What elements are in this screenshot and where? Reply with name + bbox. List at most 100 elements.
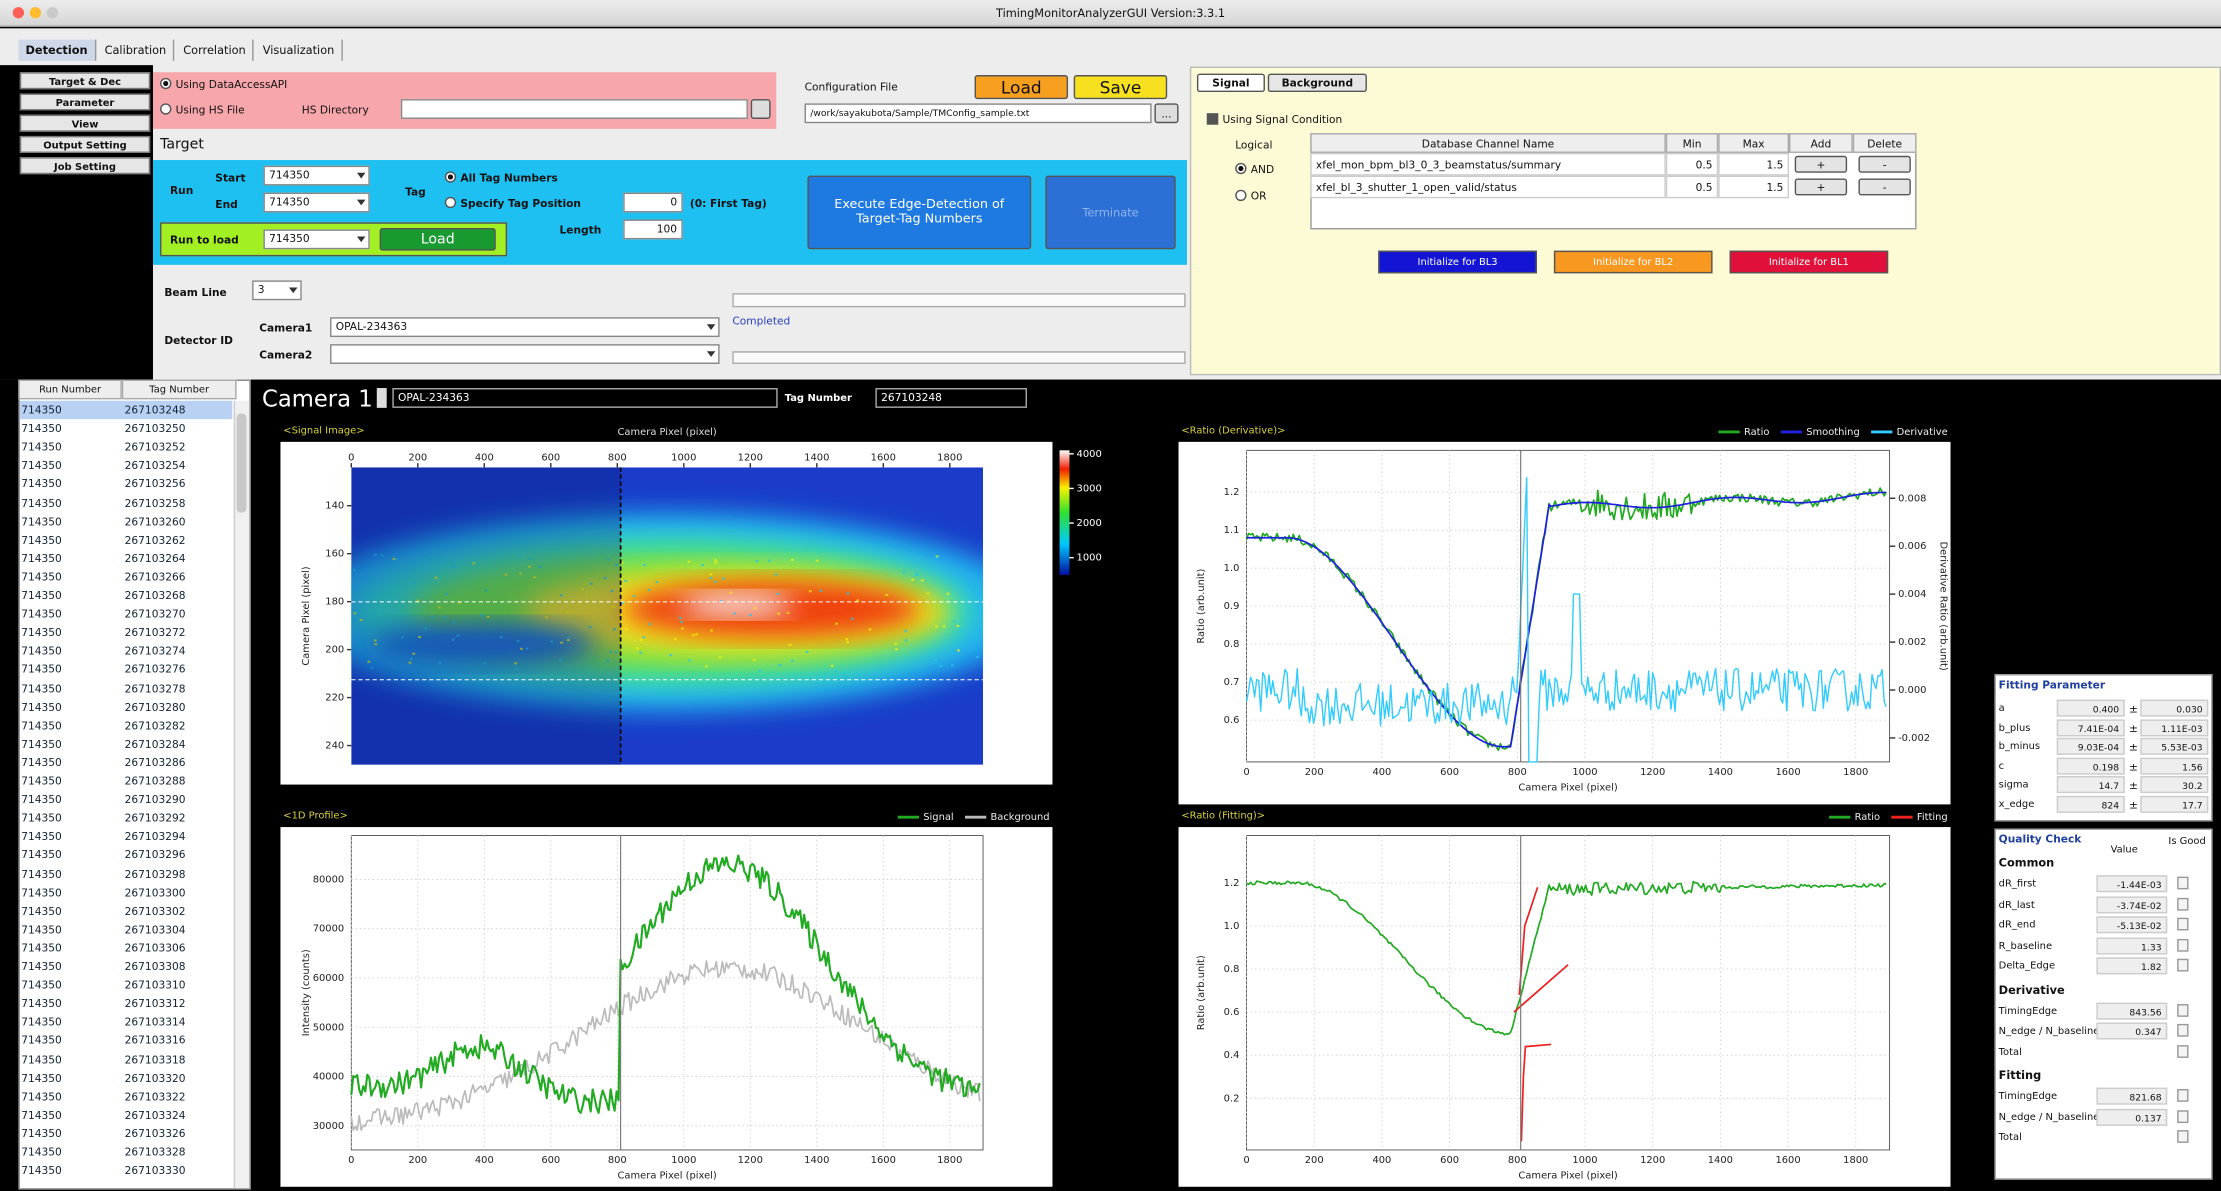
- heat-noise: [679, 617, 682, 619]
- x-tick-label: 1000: [1572, 767, 1597, 778]
- x-tick-label: 800: [608, 1155, 627, 1166]
- param-error: 1.11E-03: [2140, 719, 2208, 736]
- legend-label: Ratio: [1855, 812, 1880, 823]
- y-axis-label: Ratio (arb.unit): [1196, 568, 1207, 643]
- legend-label: Signal: [923, 812, 953, 823]
- y-tick-label: 1.0: [1224, 921, 1240, 932]
- y-tick-label: 1.2: [1224, 487, 1240, 498]
- heat-noise: [636, 647, 639, 649]
- x-tick-label: 600: [541, 452, 560, 463]
- body: TimingMonitorAnalyzerGUI Version:3.3.1 D…: [0, 0, 2221, 1191]
- check-value: -3.74E-02: [2096, 896, 2167, 913]
- param-sign: ±: [2129, 722, 2138, 735]
- y-tick-label: 40000: [313, 1072, 345, 1083]
- heat-noise: [624, 580, 627, 582]
- heat-noise: [789, 644, 792, 646]
- param-error: 1.56: [2140, 757, 2208, 774]
- param-name: b_plus: [1999, 722, 2031, 733]
- is-good-box[interactable]: [2177, 1089, 2188, 1102]
- heat-noise: [692, 634, 695, 636]
- heat-noise: [806, 651, 809, 653]
- section-title: Derivative: [1999, 984, 2065, 997]
- x-tick-label: 200: [1305, 1155, 1324, 1166]
- param-value: 9.03E-04: [2057, 738, 2125, 755]
- y-tick-label: 1.1: [1224, 525, 1240, 536]
- y-tick-label: 0.6: [1224, 1007, 1240, 1018]
- heat-noise: [754, 607, 757, 609]
- is-good-box[interactable]: [2177, 1130, 2188, 1143]
- x-tick-label: 1600: [871, 452, 896, 463]
- heat-noise: [943, 625, 946, 627]
- x-axis-label: Camera Pixel (pixel): [1518, 782, 1617, 793]
- plot-panel: [1179, 442, 1951, 805]
- is-good-box[interactable]: [2177, 1024, 2188, 1037]
- heat-noise: [953, 620, 956, 622]
- plot-layer: <Signal Image> Camera Pixel (pixel) 1000 20…: [0, 0, 2221, 1191]
- plot-title: <Signal Image>: [283, 426, 364, 437]
- colorbar-label: 3000: [1077, 483, 1102, 494]
- y-tick-label: 240: [325, 741, 344, 752]
- column-header: Is Good: [2167, 836, 2207, 847]
- x-tick-label: 400: [1372, 767, 1391, 778]
- heat-noise: [791, 660, 794, 662]
- heat-noise: [695, 633, 698, 635]
- heat-noise: [714, 562, 717, 564]
- heat-noise: [787, 612, 790, 614]
- heat-noise: [776, 593, 779, 595]
- check-value: 1.33: [2096, 937, 2167, 954]
- is-good-box[interactable]: [2177, 1110, 2188, 1123]
- is-good-box[interactable]: [2177, 877, 2188, 890]
- heat-noise: [927, 593, 930, 595]
- heat-blob: [680, 593, 793, 616]
- heat-noise: [835, 623, 838, 625]
- x-tick-label: 0: [348, 1155, 354, 1166]
- page: Timing Monitor Analyzer {"window":{"titl…: [0, 0, 2221, 1191]
- heat-noise: [648, 589, 651, 591]
- x-tick-label: 800: [1508, 1155, 1527, 1166]
- plot-title: <1D Profile>: [283, 811, 347, 822]
- x-tick-label: 400: [475, 1155, 494, 1166]
- check-value: -1.44E-03: [2096, 875, 2167, 892]
- is-good-box[interactable]: [2177, 959, 2188, 972]
- heat-noise: [935, 626, 938, 628]
- y-tick-label: 60000: [313, 973, 345, 984]
- is-good-box[interactable]: [2177, 1044, 2188, 1057]
- param-name: x_edge: [1999, 798, 2035, 809]
- legend-label: Ratio: [1744, 427, 1769, 438]
- heat-noise: [915, 574, 918, 576]
- y2-tick-label: 0.006: [1898, 541, 1926, 552]
- check-value: 0.137: [2096, 1108, 2167, 1125]
- heat-noise: [809, 590, 812, 592]
- check-name: Total: [1999, 1046, 2022, 1057]
- heat-noise: [885, 594, 888, 596]
- heat-noise: [957, 649, 960, 651]
- colorbar-label: 1000: [1077, 553, 1102, 564]
- heat-noise: [834, 670, 837, 672]
- heat-noise: [976, 656, 979, 658]
- is-good-box[interactable]: [2177, 918, 2188, 931]
- heat-noise: [688, 659, 691, 661]
- check-name: dR_last: [1999, 899, 2035, 910]
- x-tick-label: 800: [608, 452, 627, 463]
- heat-noise: [856, 599, 859, 601]
- param-name: c: [1999, 760, 2004, 771]
- heat-noise: [639, 652, 642, 654]
- heat-noise: [816, 560, 819, 562]
- y-tick-label: 1.2: [1224, 878, 1240, 889]
- x-tick-label: 200: [408, 452, 427, 463]
- x-tick-label: 1400: [1708, 1155, 1733, 1166]
- param-sign: ±: [2129, 702, 2138, 715]
- y-tick-label: 180: [325, 597, 344, 608]
- param-error: 17.7: [2140, 795, 2208, 812]
- check-name: TimingEdge: [1999, 1005, 2057, 1016]
- is-good-box[interactable]: [2177, 897, 2188, 910]
- param-sign: ±: [2129, 798, 2138, 811]
- is-good-box[interactable]: [2177, 938, 2188, 951]
- y-tick-label: 70000: [313, 924, 345, 935]
- y-axis-label: Camera Pixel (pixel): [301, 566, 312, 665]
- colorbar: [1060, 450, 1070, 575]
- plot-title: <Ratio (Derivative)>: [1181, 426, 1285, 437]
- is-good-box[interactable]: [2177, 1003, 2188, 1016]
- param-value: 0.198: [2057, 757, 2125, 774]
- x-tick-label: 1200: [738, 1155, 763, 1166]
